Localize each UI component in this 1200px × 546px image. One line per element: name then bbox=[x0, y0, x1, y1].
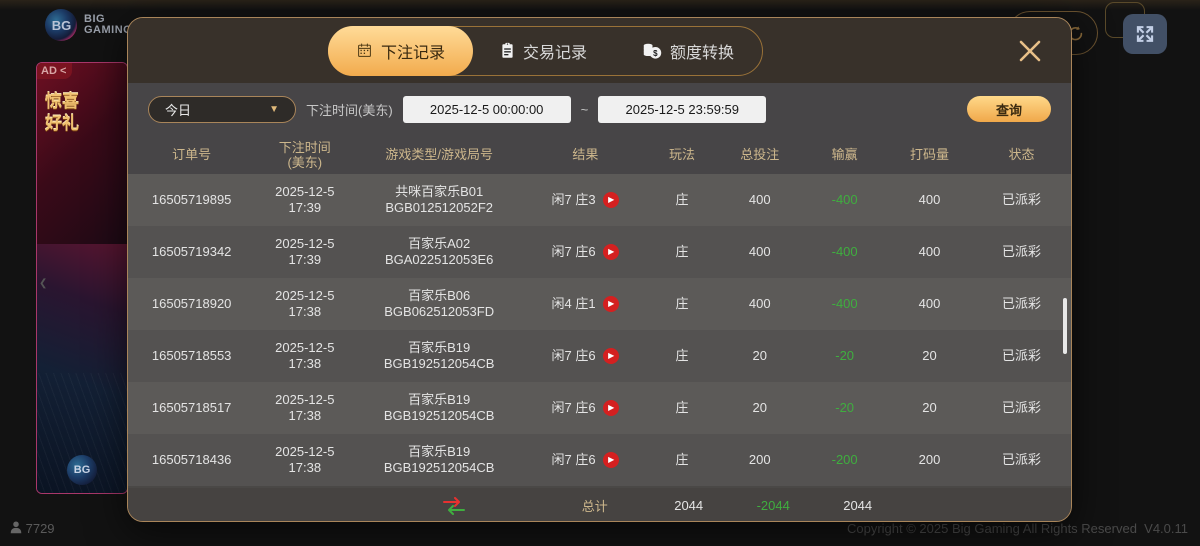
svg-text:$: $ bbox=[653, 49, 658, 58]
